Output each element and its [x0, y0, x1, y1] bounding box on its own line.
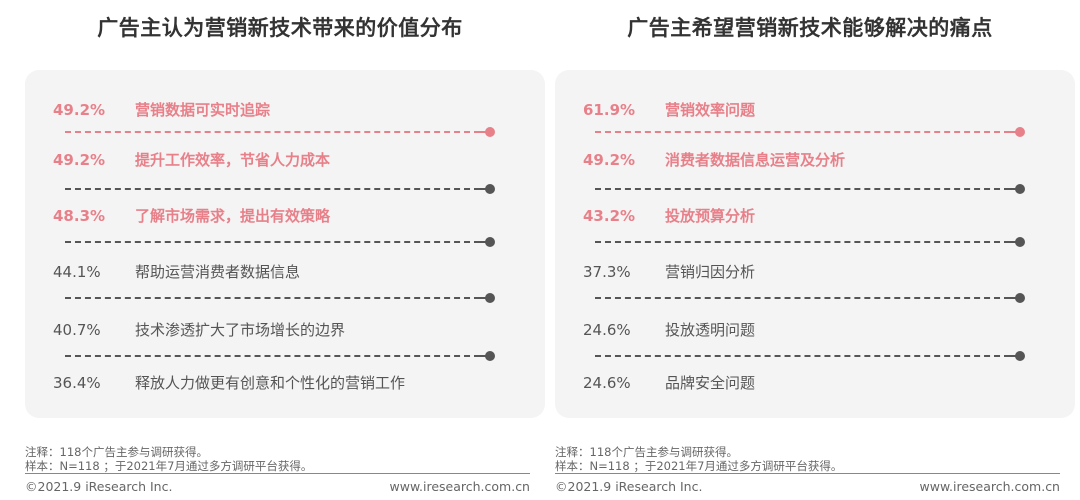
dashed-divider: [595, 351, 1025, 361]
item-label: 技术渗透扩大了市场增长的边界: [135, 321, 346, 339]
pain-points-section: 广告主希望营销新技术能够解决的痛点 61.9% 营销效率问题 49.2% 消费者…: [545, 0, 1075, 500]
sample-note: 样本：N=118 ；于2021年7月通过多方调研平台获得。: [555, 459, 843, 473]
footer-divider: [555, 473, 1060, 474]
list-item: 37.3% 营销归因分析: [555, 259, 1075, 289]
dashed-divider: [65, 293, 495, 303]
item-label: 消费者数据信息运营及分析: [665, 151, 846, 169]
list-item: 61.9% 营销效率问题: [555, 97, 1075, 127]
item-label: 品牌安全问题: [665, 374, 756, 392]
item-label: 了解市场需求，提出有效策略: [135, 207, 331, 225]
dot-marker-icon: [1015, 184, 1025, 194]
chart-title: 广告主认为营销新技术带来的价值分布: [97, 16, 463, 40]
value-distribution-section: 广告主认为营销新技术带来的价值分布 49.2% 营销数据可实时追踪 49.2% …: [15, 0, 545, 500]
dashed-divider: [595, 127, 1025, 137]
chart-title: 广告主希望营销新技术能够解决的痛点: [627, 16, 993, 40]
sample-note: 样本：N=118 ；于2021年7月通过多方调研平台获得。: [25, 459, 313, 473]
item-label: 释放人力做更有创意和个性化的营销工作: [135, 374, 406, 392]
percent-value: 49.2%: [53, 151, 106, 169]
list-item: 43.2% 投放预算分析: [555, 203, 1075, 233]
item-label: 营销归因分析: [665, 263, 756, 281]
dot-marker-icon: [1015, 351, 1025, 361]
list-item: 44.1% 帮助运营消费者数据信息: [25, 259, 545, 289]
ranking-panel: 61.9% 营销效率问题 49.2% 消费者数据信息运营及分析 43.2% 投放…: [555, 70, 1075, 418]
item-label: 提升工作效率，节省人力成本: [135, 151, 331, 169]
item-label: 营销数据可实时追踪: [135, 101, 271, 119]
dot-marker-icon: [485, 184, 495, 194]
dot-marker-icon: [1015, 293, 1025, 303]
item-label: 投放预算分析: [665, 207, 756, 225]
percent-value: 40.7%: [53, 321, 101, 339]
list-item: 49.2% 营销数据可实时追踪: [25, 97, 545, 127]
website-link[interactable]: www.iresearch.com.cn: [389, 479, 531, 494]
percent-value: 37.3%: [583, 263, 631, 281]
dashed-divider: [595, 293, 1025, 303]
dot-marker-icon: [485, 351, 495, 361]
dot-marker-icon: [485, 127, 495, 137]
list-item: 49.2% 消费者数据信息运营及分析: [555, 147, 1075, 177]
percent-value: 24.6%: [583, 374, 631, 392]
dashed-divider: [595, 184, 1025, 194]
dot-marker-icon: [485, 237, 495, 247]
dot-marker-icon: [1015, 127, 1025, 137]
copyright: ©2021.9 iResearch Inc.: [25, 479, 173, 494]
list-item: 40.7% 技术渗透扩大了市场增长的边界: [25, 317, 545, 347]
ranking-panel: 49.2% 营销数据可实时追踪 49.2% 提升工作效率，节省人力成本 48.3…: [25, 70, 545, 418]
item-label: 帮助运营消费者数据信息: [135, 263, 301, 281]
list-item: 24.6% 品牌安全问题: [555, 370, 1075, 400]
footnote: 注释：118个广告主参与调研获得。: [25, 445, 208, 459]
percent-value: 44.1%: [53, 263, 101, 281]
list-item: 24.6% 投放透明问题: [555, 317, 1075, 347]
dashed-divider: [65, 184, 495, 194]
percent-value: 49.2%: [53, 101, 106, 119]
item-label: 营销效率问题: [665, 101, 756, 119]
dot-marker-icon: [1015, 237, 1025, 247]
percent-value: 36.4%: [53, 374, 101, 392]
dashed-divider: [65, 127, 495, 137]
website-link[interactable]: www.iresearch.com.cn: [919, 479, 1061, 494]
list-item: 36.4% 释放人力做更有创意和个性化的营销工作: [25, 370, 545, 400]
footnote: 注释：118个广告主参与调研获得。: [555, 445, 738, 459]
list-item: 49.2% 提升工作效率，节省人力成本: [25, 147, 545, 177]
list-item: 48.3% 了解市场需求，提出有效策略: [25, 203, 545, 233]
percent-value: 43.2%: [583, 207, 636, 225]
dashed-divider: [65, 237, 495, 247]
percent-value: 49.2%: [583, 151, 636, 169]
dot-marker-icon: [485, 293, 495, 303]
percent-value: 48.3%: [53, 207, 106, 225]
percent-value: 24.6%: [583, 321, 631, 339]
item-label: 投放透明问题: [665, 321, 756, 339]
dashed-divider: [65, 351, 495, 361]
percent-value: 61.9%: [583, 101, 636, 119]
dashed-divider: [595, 237, 1025, 247]
footer-divider: [25, 473, 530, 474]
copyright: ©2021.9 iResearch Inc.: [555, 479, 703, 494]
